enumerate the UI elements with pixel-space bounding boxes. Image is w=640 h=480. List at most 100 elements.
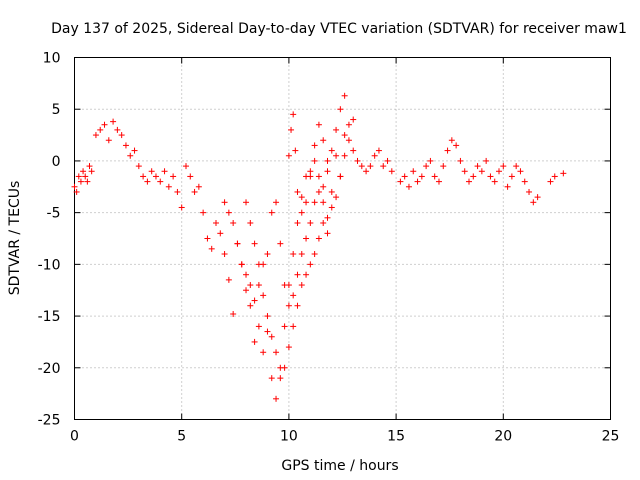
data-point bbox=[243, 271, 250, 278]
data-point bbox=[388, 168, 395, 175]
data-point bbox=[161, 168, 168, 175]
data-point bbox=[534, 194, 541, 201]
data-point bbox=[324, 230, 331, 237]
data-point bbox=[255, 323, 262, 330]
y-tick-label: -10 bbox=[38, 257, 61, 273]
data-point bbox=[273, 349, 280, 356]
data-point bbox=[264, 313, 271, 320]
data-point bbox=[320, 219, 327, 226]
data-point bbox=[474, 163, 481, 170]
data-point bbox=[225, 276, 232, 283]
ticks: 0 5 10 15 20 25 -25 -20 -15 -10 -5 0 5 10 bbox=[38, 51, 620, 445]
x-tick-label: 15 bbox=[387, 429, 405, 445]
data-point bbox=[73, 188, 80, 195]
data-point bbox=[444, 147, 451, 154]
plot-frame bbox=[74, 57, 611, 420]
data-point bbox=[311, 157, 318, 164]
data-point bbox=[281, 364, 288, 371]
data-point bbox=[320, 183, 327, 190]
data-point bbox=[105, 137, 112, 144]
data-point bbox=[273, 395, 280, 402]
data-point bbox=[101, 121, 108, 128]
data-point bbox=[290, 251, 297, 258]
data-point bbox=[521, 178, 528, 185]
data-point bbox=[292, 147, 299, 154]
data-point bbox=[333, 152, 340, 159]
data-point bbox=[187, 173, 194, 180]
data-point bbox=[251, 338, 258, 345]
data-point bbox=[328, 204, 335, 211]
data-point bbox=[264, 328, 271, 335]
data-point bbox=[170, 173, 177, 180]
x-axis-label: GPS time / hours bbox=[281, 458, 398, 474]
data-point bbox=[303, 199, 310, 206]
data-point bbox=[358, 163, 365, 170]
data-point bbox=[208, 245, 215, 252]
data-point bbox=[127, 152, 134, 159]
data-point bbox=[311, 199, 318, 206]
data-point bbox=[230, 311, 237, 318]
data-point bbox=[144, 178, 151, 185]
data-point bbox=[341, 132, 348, 139]
data-point bbox=[560, 170, 567, 177]
data-point bbox=[320, 199, 327, 206]
data-point bbox=[247, 219, 254, 226]
data-points bbox=[71, 92, 567, 402]
data-point bbox=[333, 126, 340, 133]
data-point bbox=[517, 168, 524, 175]
data-point bbox=[294, 302, 301, 309]
data-point bbox=[268, 209, 275, 216]
data-point bbox=[135, 163, 142, 170]
data-point bbox=[341, 92, 348, 99]
data-point bbox=[110, 118, 117, 125]
data-point bbox=[375, 147, 382, 154]
data-point bbox=[363, 168, 370, 175]
data-point bbox=[315, 121, 322, 128]
data-point bbox=[453, 142, 460, 149]
data-point bbox=[230, 219, 237, 226]
data-point bbox=[290, 111, 297, 118]
data-point bbox=[71, 183, 78, 190]
data-point bbox=[435, 178, 442, 185]
data-point bbox=[251, 297, 258, 304]
data-point bbox=[217, 230, 224, 237]
data-point bbox=[418, 173, 425, 180]
data-point bbox=[260, 349, 267, 356]
data-point bbox=[294, 271, 301, 278]
data-point bbox=[513, 163, 520, 170]
data-point bbox=[551, 173, 558, 180]
data-point bbox=[423, 163, 430, 170]
data-point bbox=[320, 137, 327, 144]
data-point bbox=[204, 235, 211, 242]
data-point bbox=[380, 163, 387, 170]
data-point bbox=[277, 240, 284, 247]
data-point bbox=[82, 173, 89, 180]
data-point bbox=[225, 209, 232, 216]
data-point bbox=[504, 183, 511, 190]
data-point bbox=[405, 183, 412, 190]
data-point bbox=[77, 178, 84, 185]
data-point bbox=[328, 147, 335, 154]
data-point bbox=[285, 344, 292, 351]
data-point bbox=[268, 333, 275, 340]
data-point bbox=[140, 173, 147, 180]
data-point bbox=[303, 235, 310, 242]
data-point bbox=[384, 157, 391, 164]
data-point bbox=[178, 204, 185, 211]
data-point bbox=[371, 152, 378, 159]
data-point bbox=[431, 173, 438, 180]
y-axis-label: SDTVAR / TECUs bbox=[7, 181, 23, 296]
data-point bbox=[315, 235, 322, 242]
data-point bbox=[294, 188, 301, 195]
data-point bbox=[281, 282, 288, 289]
data-point bbox=[315, 173, 322, 180]
data-point bbox=[277, 375, 284, 382]
y-tick-label: -25 bbox=[38, 413, 61, 429]
data-point bbox=[324, 157, 331, 164]
data-point bbox=[195, 183, 202, 190]
data-point bbox=[88, 168, 95, 175]
y-tick-label: -20 bbox=[38, 361, 61, 377]
y-tick-label: 10 bbox=[43, 51, 61, 67]
data-point bbox=[307, 219, 314, 226]
